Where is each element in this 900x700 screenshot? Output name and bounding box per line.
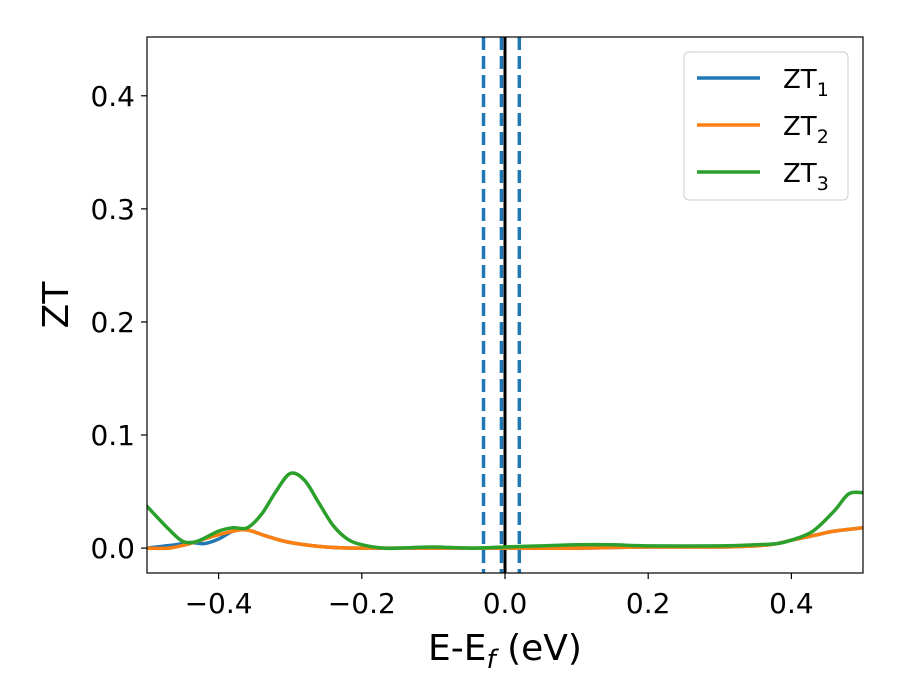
reference-lines: [481, 37, 522, 573]
x-tick-label: 0.4: [769, 587, 814, 620]
x-tick-label: 0.0: [483, 587, 528, 620]
x-tick-label: −0.4: [185, 587, 253, 620]
y-axis-title: ZT: [36, 281, 77, 329]
x-axis: −0.4 −0.2 0.0 0.2 0.4: [185, 573, 814, 620]
y-tick-label: 0.2: [90, 306, 135, 339]
series-line-zt3: [147, 471, 863, 551]
legend-label-zt2: ZT2: [783, 112, 829, 148]
y-tick-label: 0.0: [90, 532, 135, 565]
y-tick-label: 0.4: [90, 80, 135, 113]
y-tick-label: 0.3: [90, 193, 135, 226]
x-tick-label: −0.2: [328, 587, 396, 620]
series-group: [147, 471, 863, 551]
legend: ZT1 ZT2 ZT3: [683, 51, 849, 201]
y-axis: 0.0 0.1 0.2 0.3 0.4: [90, 80, 147, 565]
legend-box: [683, 51, 849, 201]
legend-label-zt3: ZT3: [783, 159, 829, 195]
x-tick-label: 0.2: [626, 587, 671, 620]
y-tick-label: 0.1: [90, 419, 135, 452]
x-axis-title: E-Ef (eV): [428, 628, 582, 675]
legend-label-zt1: ZT1: [783, 65, 829, 101]
